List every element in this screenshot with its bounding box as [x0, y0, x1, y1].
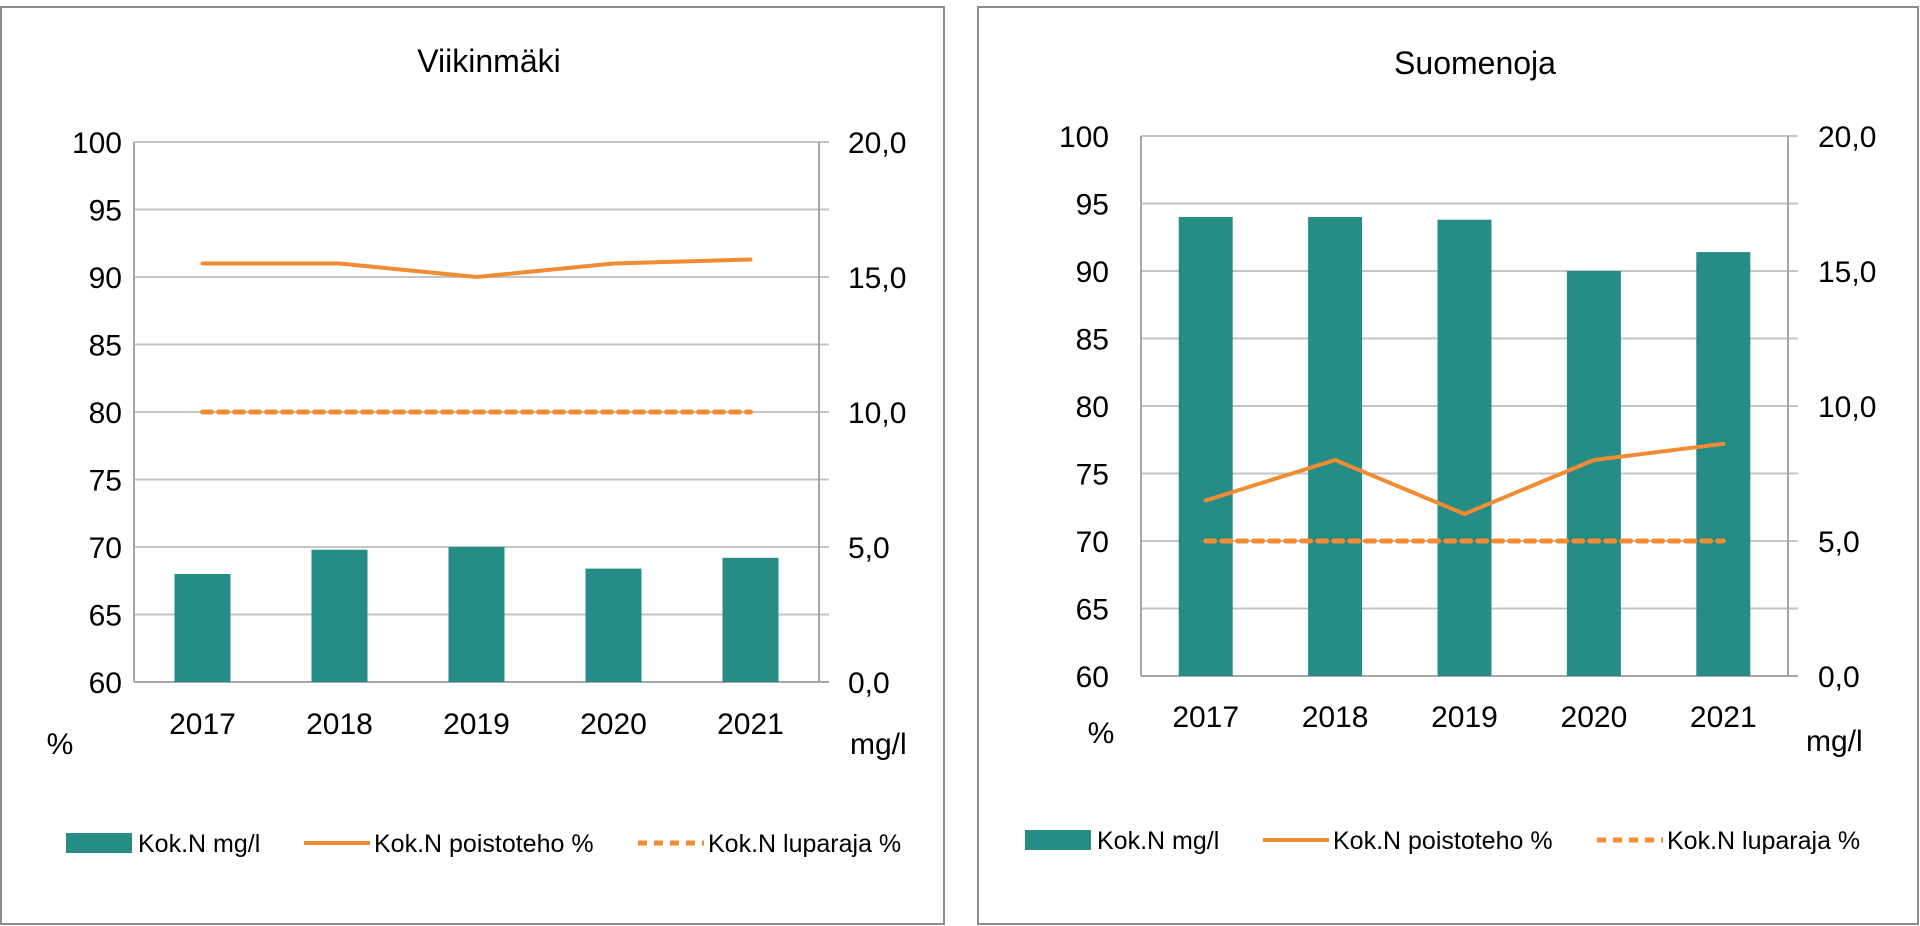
- bar-2019: [448, 547, 505, 682]
- left-axis-tick-label: 80: [89, 397, 122, 430]
- right-axis-tick-label: 10,0: [848, 397, 906, 430]
- bar-2020: [1566, 271, 1621, 676]
- left-axis-tick-label: 65: [89, 600, 122, 633]
- right-axis-unit-label: mg/l: [1806, 725, 1863, 758]
- legend-label-luparaja: Kok.N luparaja %: [708, 830, 901, 858]
- chart-panel-viikinmaki: [0, 6, 945, 925]
- bar-2017: [1178, 217, 1233, 676]
- legend-label-kokn-mgl: Kok.N mg/l: [138, 830, 260, 858]
- left-axis-tick-label: 100: [72, 127, 122, 160]
- x-axis-tick-label: 2021: [717, 708, 784, 741]
- poistoteho-line: [200, 257, 753, 279]
- right-axis-tick-label: 20,0: [1818, 121, 1876, 154]
- legend-swatch-bar: [66, 833, 132, 853]
- bar-2021: [722, 557, 779, 682]
- bar-2020: [585, 568, 642, 682]
- left-axis-tick-label: 75: [1076, 459, 1109, 492]
- left-axis-tick-label: 75: [89, 465, 122, 498]
- legend-swatch-bar: [1025, 830, 1091, 850]
- right-axis-tick-label: 5,0: [848, 532, 890, 565]
- x-axis-tick-label: 2018: [1302, 701, 1369, 734]
- right-axis-tick-label: 0,0: [1818, 661, 1860, 694]
- right-axis-tick-label: 0,0: [848, 667, 890, 700]
- legend-label-poistoteho: Kok.N poistoteho %: [374, 830, 594, 858]
- legend-label-kokn-mgl: Kok.N mg/l: [1097, 827, 1219, 855]
- bar-2017: [174, 574, 231, 682]
- left-axis-tick-label: 100: [1059, 121, 1109, 154]
- bar-2019: [1437, 219, 1492, 676]
- left-axis-unit-label: %: [47, 728, 74, 761]
- left-axis-tick-label: 80: [1076, 391, 1109, 424]
- left-axis-tick-label: 70: [89, 532, 122, 565]
- x-axis-tick-label: 2021: [1690, 701, 1757, 734]
- x-axis-tick-label: 2019: [443, 708, 510, 741]
- x-axis-tick-label: 2018: [306, 708, 373, 741]
- right-axis-tick-label: 15,0: [848, 262, 906, 295]
- left-axis-tick-label: 70: [1076, 526, 1109, 559]
- left-axis-tick-label: 90: [1076, 256, 1109, 289]
- left-axis-tick-label: 60: [89, 667, 122, 700]
- x-axis-tick-label: 2017: [169, 708, 236, 741]
- bar-2021: [1696, 252, 1751, 676]
- legend-label-luparaja: Kok.N luparaja %: [1667, 827, 1860, 855]
- left-axis-tick-label: 60: [1076, 661, 1109, 694]
- right-axis-tick-label: 5,0: [1818, 526, 1860, 559]
- legend-label-poistoteho: Kok.N poistoteho %: [1333, 827, 1553, 855]
- left-axis-tick-label: 85: [1076, 324, 1109, 357]
- bar-2018: [1308, 217, 1363, 676]
- right-axis-unit-label: mg/l: [850, 728, 907, 761]
- left-axis-tick-label: 85: [89, 330, 122, 363]
- bar-2018: [311, 549, 368, 682]
- right-axis-tick-label: 10,0: [1818, 391, 1876, 424]
- left-axis-tick-label: 90: [89, 262, 122, 295]
- left-axis-unit-label: %: [1088, 717, 1115, 750]
- x-axis-tick-label: 2020: [580, 708, 647, 741]
- right-axis-tick-label: 15,0: [1818, 256, 1876, 289]
- left-axis-tick-label: 65: [1076, 594, 1109, 627]
- chart-title: Suomenoja: [1394, 45, 1556, 81]
- x-axis-tick-label: 2020: [1561, 701, 1628, 734]
- left-axis-tick-label: 95: [1076, 189, 1109, 222]
- left-axis-tick-label: 95: [89, 195, 122, 228]
- chart-title: Viikinmäki: [417, 43, 560, 79]
- x-axis-tick-label: 2017: [1172, 701, 1239, 734]
- right-axis-tick-label: 20,0: [848, 127, 906, 160]
- x-axis-tick-label: 2019: [1431, 701, 1498, 734]
